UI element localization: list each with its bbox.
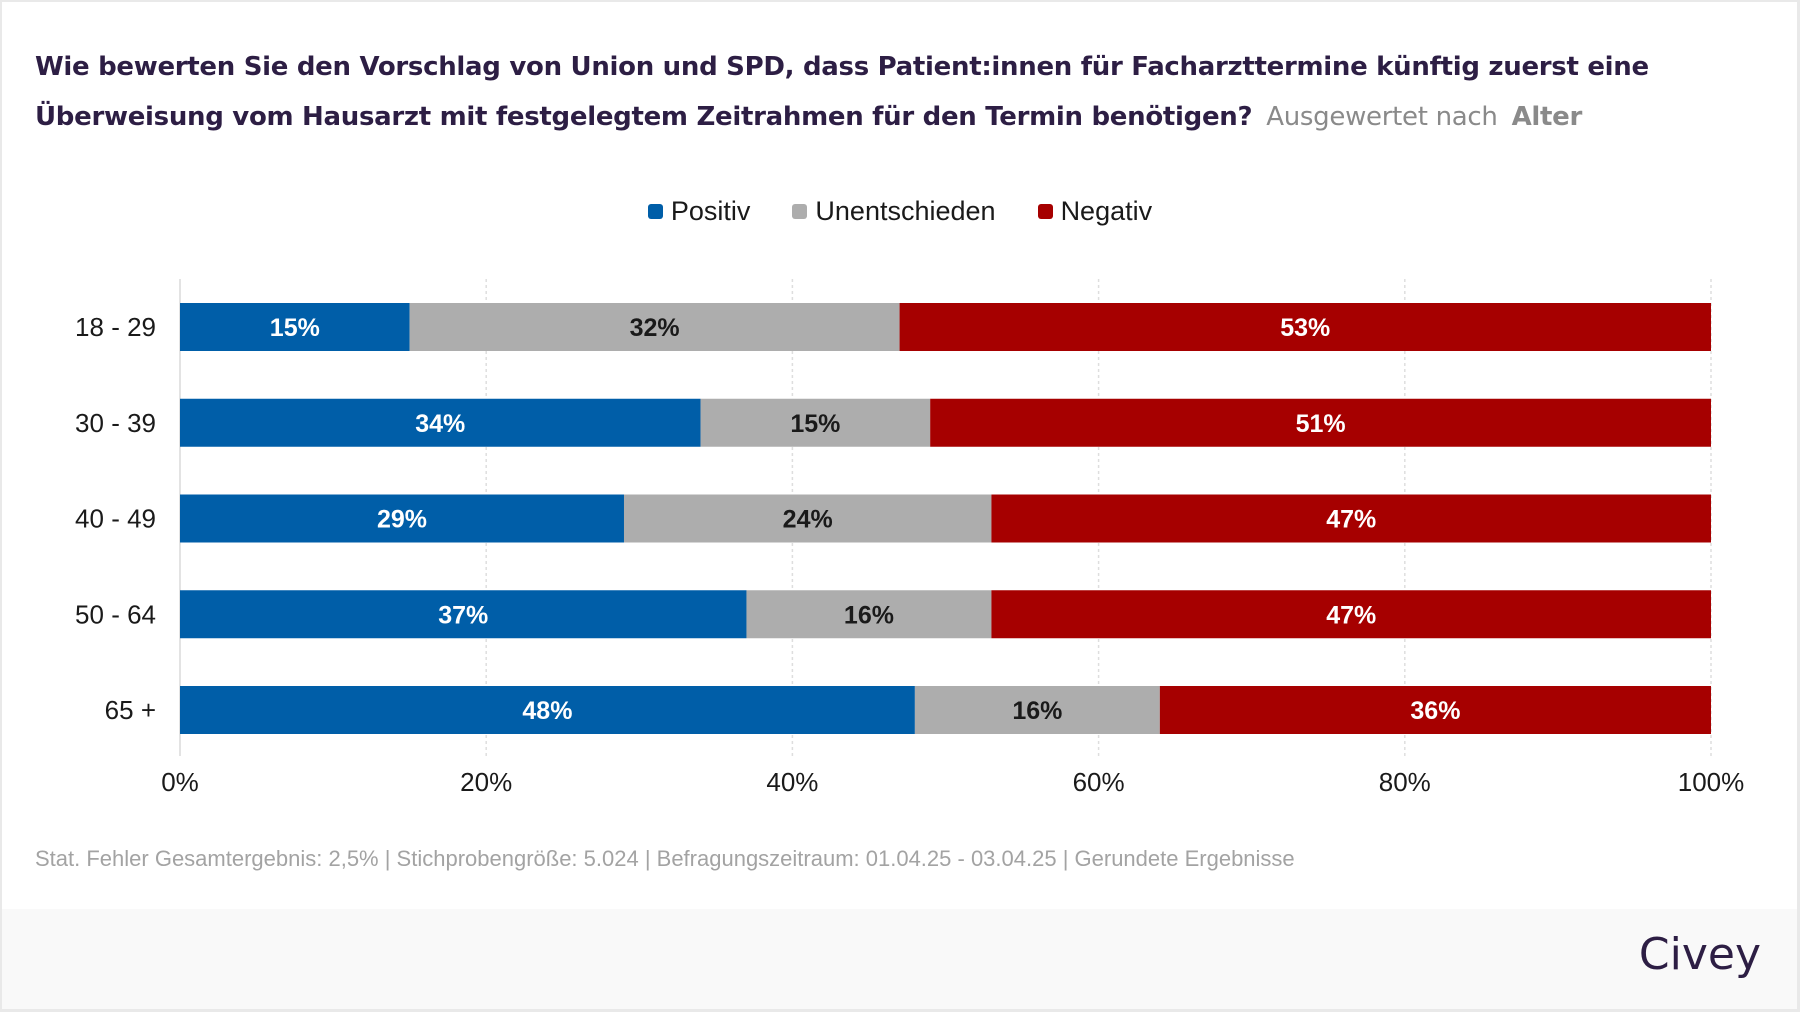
chart-title: Wie bewerten Sie den Vorschlag von Union… xyxy=(35,42,1765,142)
legend-label: Unentschieden xyxy=(815,196,996,226)
data-label: 51% xyxy=(1296,410,1346,438)
civey-logo[interactable]: Civey xyxy=(1638,929,1761,980)
legend-item-unentschieden[interactable]: Unentschieden xyxy=(792,196,996,227)
data-label: 47% xyxy=(1326,506,1376,534)
x-tick-label: 100% xyxy=(1678,767,1745,797)
data-label: 24% xyxy=(783,506,833,534)
x-tick-label: 20% xyxy=(460,767,512,797)
bar-segment-negativ[interactable] xyxy=(1159,686,1711,734)
legend-label: Positiv xyxy=(670,196,751,226)
data-label: 15% xyxy=(270,314,320,342)
bar-segment-unentschieden[interactable] xyxy=(746,590,992,639)
bar-segment-negativ[interactable] xyxy=(991,590,1711,639)
data-label: 53% xyxy=(1280,314,1330,342)
data-label: 37% xyxy=(438,601,488,629)
legend-swatch-positiv xyxy=(647,204,663,219)
footer-band: Civey xyxy=(2,909,1797,1009)
x-tick-label: 0% xyxy=(161,767,199,797)
data-label: 15% xyxy=(790,410,840,438)
legend-label: Negativ xyxy=(1060,196,1153,226)
question-text: Wie bewerten Sie den Vorschlag von Union… xyxy=(35,52,1649,132)
bar-segment-negativ[interactable] xyxy=(991,494,1711,543)
x-tick-label: 60% xyxy=(1073,767,1125,797)
category-label: 30 - 39 xyxy=(75,408,156,438)
data-label: 32% xyxy=(630,314,680,342)
category-label: 40 - 49 xyxy=(75,504,156,534)
bar-segment-unentschieden[interactable] xyxy=(700,398,931,447)
legend-swatch-negativ xyxy=(1037,204,1053,219)
bar-segment-positiv[interactable] xyxy=(180,590,747,639)
data-label: 34% xyxy=(415,410,465,438)
data-label: 16% xyxy=(1012,697,1062,725)
data-label: 16% xyxy=(844,601,894,629)
x-tick-label: 40% xyxy=(766,767,818,797)
bar-segment-positiv[interactable] xyxy=(180,303,410,351)
x-tick-label: 80% xyxy=(1379,767,1431,797)
legend-swatch-unentschieden xyxy=(792,204,808,219)
footnote: Stat. Fehler Gesamtergebnis: 2,5% | Stic… xyxy=(35,846,1295,871)
bar-segment-unentschieden[interactable] xyxy=(914,686,1160,734)
bar-segment-unentschieden[interactable] xyxy=(623,494,992,543)
bar-segment-negativ[interactable] xyxy=(930,398,1711,447)
bar-segment-positiv[interactable] xyxy=(180,494,624,543)
category-label: 65 + xyxy=(105,695,156,725)
bar-segment-positiv[interactable] xyxy=(180,686,915,734)
data-label: 36% xyxy=(1410,697,1460,725)
bar-segment-unentschieden[interactable] xyxy=(409,303,900,351)
legend: Positiv Unentschieden Negativ xyxy=(0,196,1800,227)
data-label: 47% xyxy=(1326,601,1376,629)
bar-segment-negativ[interactable] xyxy=(899,303,1711,351)
evaluated-by-label: Ausgewertet nach xyxy=(1266,102,1498,132)
evaluated-by-value[interactable]: Alter xyxy=(1511,102,1583,132)
category-label: 50 - 64 xyxy=(75,599,156,629)
legend-item-negativ[interactable]: Negativ xyxy=(1037,196,1153,227)
data-label: 48% xyxy=(522,697,572,725)
legend-item-positiv[interactable]: Positiv xyxy=(647,196,751,227)
data-label: 29% xyxy=(377,506,427,534)
category-label: 18 - 29 xyxy=(75,312,156,342)
bar-segment-positiv[interactable] xyxy=(180,398,701,447)
